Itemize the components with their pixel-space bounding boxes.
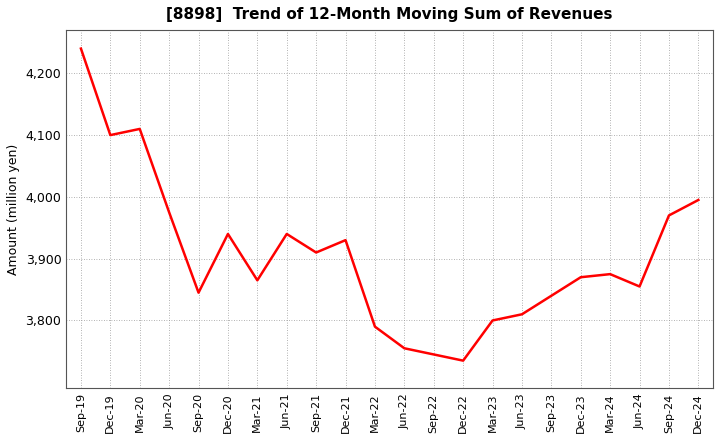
Y-axis label: Amount (million yen): Amount (million yen) xyxy=(7,143,20,275)
Title: [8898]  Trend of 12-Month Moving Sum of Revenues: [8898] Trend of 12-Month Moving Sum of R… xyxy=(166,7,613,22)
